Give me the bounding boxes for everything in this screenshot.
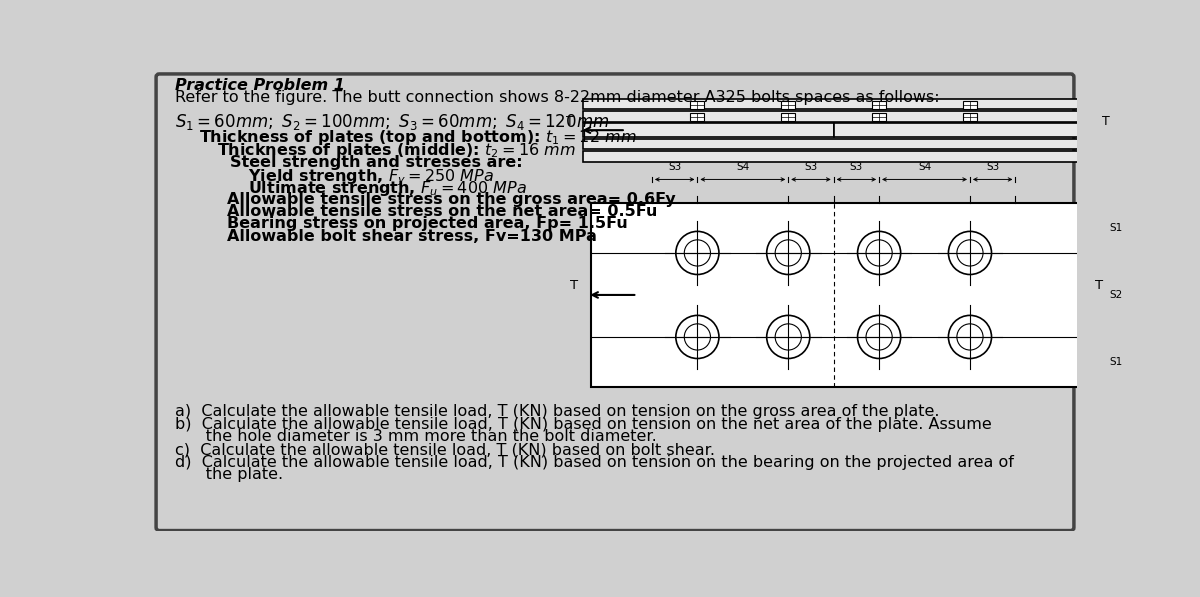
Circle shape [866, 324, 893, 350]
Bar [872, 101, 886, 109]
Bar [834, 123, 1090, 137]
Text: T: T [1096, 279, 1104, 292]
Text: c)  Calculate the allowable tensile load, T (KN) based on bolt shear.: c) Calculate the allowable tensile load,… [174, 442, 714, 457]
Text: Practice Problem 1: Practice Problem 1 [174, 78, 344, 93]
Bar [964, 101, 977, 109]
Circle shape [684, 324, 710, 350]
Bar [583, 151, 1090, 162]
Text: S3: S3 [804, 162, 817, 172]
Circle shape [767, 232, 810, 275]
Circle shape [858, 315, 901, 359]
Text: the hole diameter is 3 mm more than the bolt diameter.: the hole diameter is 3 mm more than the … [174, 429, 656, 444]
Circle shape [684, 240, 710, 266]
Text: S3: S3 [850, 162, 863, 172]
Text: Allowable tensile stress on the gross area= 0.6Fy: Allowable tensile stress on the gross ar… [227, 192, 676, 207]
Text: S3: S3 [668, 162, 682, 172]
Text: T: T [1103, 115, 1110, 128]
Bar [592, 202, 1082, 387]
Text: T: T [570, 279, 578, 292]
Text: S1: S1 [1109, 223, 1122, 233]
Bar [583, 111, 1090, 122]
Text: Ultimate strength, $F_u = 400\ MPa$: Ultimate strength, $F_u = 400\ MPa$ [247, 180, 527, 198]
Circle shape [866, 240, 893, 266]
Bar [583, 123, 834, 137]
Text: Thickness of plates (middle): $t_2 = 16\ mm$: Thickness of plates (middle): $t_2 = 16\… [217, 141, 576, 160]
Text: Yield strength, $F_y = 250\ MPa$: Yield strength, $F_y = 250\ MPa$ [247, 167, 493, 187]
Text: Refer to the figure. The butt connection shows 8-22mm diameter A325 bolts spaces: Refer to the figure. The butt connection… [174, 90, 940, 105]
Bar [690, 113, 704, 121]
Text: S3: S3 [986, 162, 1000, 172]
Circle shape [858, 232, 901, 275]
Circle shape [767, 315, 810, 359]
Circle shape [948, 315, 991, 359]
Text: the plate.: the plate. [174, 467, 283, 482]
Text: S4: S4 [918, 162, 931, 172]
Text: a)  Calculate the allowable tensile load, T (KN) based on tension on the gross a: a) Calculate the allowable tensile load,… [174, 404, 940, 419]
Bar [583, 99, 1090, 109]
Bar [781, 101, 796, 109]
Circle shape [956, 240, 983, 266]
Circle shape [775, 324, 802, 350]
Text: Steel strength and stresses are:: Steel strength and stresses are: [230, 155, 523, 170]
Text: S2: S2 [1109, 290, 1122, 300]
Circle shape [676, 232, 719, 275]
Circle shape [775, 240, 802, 266]
Circle shape [948, 232, 991, 275]
FancyBboxPatch shape [156, 74, 1074, 531]
Bar [690, 101, 704, 109]
Text: T: T [566, 115, 574, 128]
Bar [964, 113, 977, 121]
Text: Allowable bolt shear stress, Fv=130 MPa: Allowable bolt shear stress, Fv=130 MPa [227, 229, 596, 244]
Text: $S_1 = 60mm;\  S_2 = 100mm;\ S_3 = 60mm;\ S_4 = 120mm$: $S_1 = 60mm;\ S_2 = 100mm;\ S_3 = 60mm;\… [174, 112, 608, 132]
Text: d)  Calculate the allowable tensile load, T (KN) based on tension on the bearing: d) Calculate the allowable tensile load,… [174, 455, 1014, 470]
Bar [583, 139, 1090, 149]
Text: S4: S4 [736, 162, 750, 172]
Text: Allowable tensile stress on the net area= 0.5Fu: Allowable tensile stress on the net area… [227, 204, 658, 219]
Circle shape [676, 315, 719, 359]
Circle shape [956, 324, 983, 350]
Bar [781, 113, 796, 121]
Text: S1: S1 [1109, 357, 1122, 367]
Bar [872, 113, 886, 121]
Text: Thickness of plates (top and bottom): $t_1 = 12\ mm$: Thickness of plates (top and bottom): $t… [199, 128, 637, 147]
Text: b)  Calculate the allowable tensile load, T (KN) based on tension on the net are: b) Calculate the allowable tensile load,… [174, 417, 991, 432]
Text: Bearing stress on projected area, Fp= 1.5Fu: Bearing stress on projected area, Fp= 1.… [227, 216, 628, 232]
